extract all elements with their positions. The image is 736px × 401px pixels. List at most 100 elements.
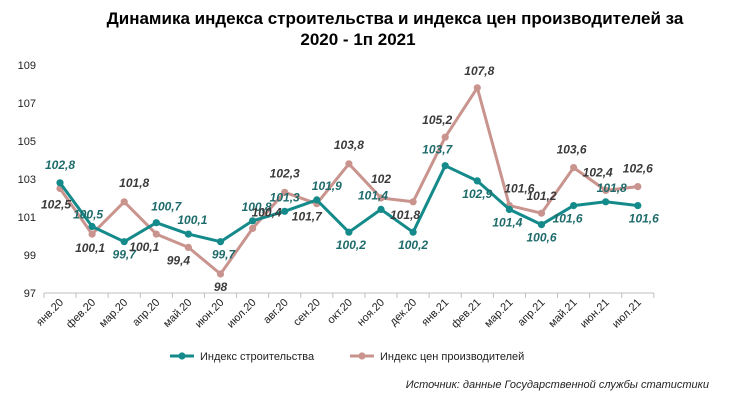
x-tick-label: ноя.20	[355, 297, 387, 329]
data-label-0: 101,6	[629, 212, 659, 226]
data-label-0: 100,7	[151, 200, 182, 214]
data-labels: 102,8100,599,7100,7100,199,7100,8101,310…	[41, 64, 659, 294]
data-label-1: 102,3	[270, 166, 300, 180]
data-point-0	[184, 230, 192, 238]
data-label-0: 101,8	[597, 181, 627, 195]
data-point-1	[88, 230, 96, 238]
x-tick-label: авг.20	[261, 297, 291, 327]
x-tick-label: июн.20	[193, 297, 227, 331]
data-label-0: 102,8	[45, 158, 75, 172]
data-label-0: 101,3	[270, 190, 300, 204]
data-point-1	[570, 164, 578, 172]
data-point-0	[634, 202, 642, 210]
data-point-0	[249, 217, 257, 225]
data-label-0: 100,2	[398, 238, 428, 252]
chart-title-line-1: Динамика индекса строительства и индекса…	[107, 9, 684, 28]
y-tick-label: 107	[18, 98, 36, 110]
data-point-0	[441, 162, 449, 170]
x-tick-label: дек.20	[388, 297, 420, 329]
data-label-1: 103,6	[557, 143, 587, 157]
data-label-1: 101,8	[119, 176, 149, 190]
data-point-0	[56, 179, 64, 187]
data-label-0: 100,2	[336, 238, 366, 252]
data-label-0: 99,7	[113, 248, 138, 262]
data-point-0	[602, 198, 610, 206]
x-tick-label: фев.20	[64, 297, 98, 331]
data-label-0: 99,7	[212, 248, 237, 262]
legend: Индекс строительства Индекс цен производ…	[170, 351, 524, 363]
data-label-1: 102,6	[623, 162, 653, 176]
x-tick-label: сен.20	[291, 297, 323, 329]
data-point-1	[281, 188, 289, 196]
data-label-1: 100,1	[129, 240, 159, 254]
data-point-0	[345, 228, 353, 236]
data-label-1: 99,4	[167, 253, 191, 267]
data-label-1: 101,2	[526, 189, 556, 203]
data-point-0	[281, 207, 289, 215]
source-note: Источник: данные Государственной службы …	[406, 379, 709, 391]
data-label-1: 102	[371, 172, 391, 186]
data-point-1	[152, 230, 160, 238]
data-point-1	[634, 183, 642, 191]
data-point-1	[120, 198, 128, 206]
data-point-0	[377, 205, 385, 213]
data-label-1: 102,4	[583, 165, 613, 179]
data-label-1: 101,6	[504, 182, 534, 196]
data-point-1	[602, 186, 610, 194]
data-label-1: 101,8	[390, 208, 420, 222]
y-tick-label: 99	[24, 250, 36, 262]
x-tick-label: июл.20	[225, 297, 259, 331]
data-point-0	[88, 222, 96, 231]
x-tick-label: май.21	[546, 297, 579, 330]
x-tick-label: янв.20	[34, 297, 66, 329]
y-axis: 109 107 105 103 101 99 97	[18, 60, 36, 300]
y-tick-label: 101	[18, 212, 36, 224]
data-label-0: 100,8	[242, 200, 272, 214]
data-point-1	[184, 243, 192, 251]
data-label-0: 101,4	[358, 188, 388, 202]
data-label-1: 102,5	[41, 198, 71, 212]
data-label-0: 100,1	[177, 213, 207, 227]
chart-title-line-2: 2020 - 1п 2021	[300, 30, 415, 49]
data-label-0: 101,4	[492, 215, 522, 229]
data-label-0: 103,7	[422, 143, 453, 157]
x-tick-label: янв.21	[419, 297, 451, 329]
data-label-1: 101,7	[292, 210, 323, 224]
data-label-1: 107,8	[464, 64, 494, 78]
x-tick-label: фев.21	[449, 297, 483, 331]
data-label-1: 100,4	[252, 205, 282, 219]
x-tick-label: май.20	[161, 297, 194, 330]
data-point-0	[537, 221, 546, 229]
x-tick-label: апр.21	[515, 297, 547, 329]
data-point-0	[120, 238, 128, 246]
data-point-1	[216, 270, 225, 278]
data-label-0: 101,9	[312, 179, 342, 193]
data-label-1: 98	[214, 280, 228, 294]
y-tick-label: 103	[18, 174, 36, 186]
data-point-0	[570, 202, 578, 210]
data-label-0: 100,5	[73, 208, 103, 222]
data-point-1	[345, 160, 353, 168]
legend-marker-construction	[178, 352, 186, 360]
x-tick-label: июл.21	[610, 297, 644, 331]
legend-label-prices: Индекс цен производителей	[380, 351, 524, 363]
x-tick-label: апр.20	[130, 297, 162, 329]
data-point-0	[505, 205, 513, 213]
data-label-1: 100,1	[75, 241, 105, 255]
data-point-1	[441, 133, 449, 141]
y-tick-label: 109	[18, 60, 36, 72]
plot-area	[56, 84, 642, 278]
data-point-0	[409, 228, 417, 236]
legend-label-construction: Индекс строительства	[200, 351, 315, 363]
data-label-0: 102,9	[462, 187, 492, 201]
data-point-1	[537, 209, 546, 217]
data-point-1	[473, 84, 481, 92]
x-tick-label: окт.20	[325, 297, 355, 327]
y-tick-label: 105	[18, 136, 36, 148]
data-point-0	[313, 196, 321, 204]
data-point-0	[216, 238, 225, 246]
data-label-0: 100,6	[526, 231, 556, 245]
data-point-1	[409, 198, 417, 206]
